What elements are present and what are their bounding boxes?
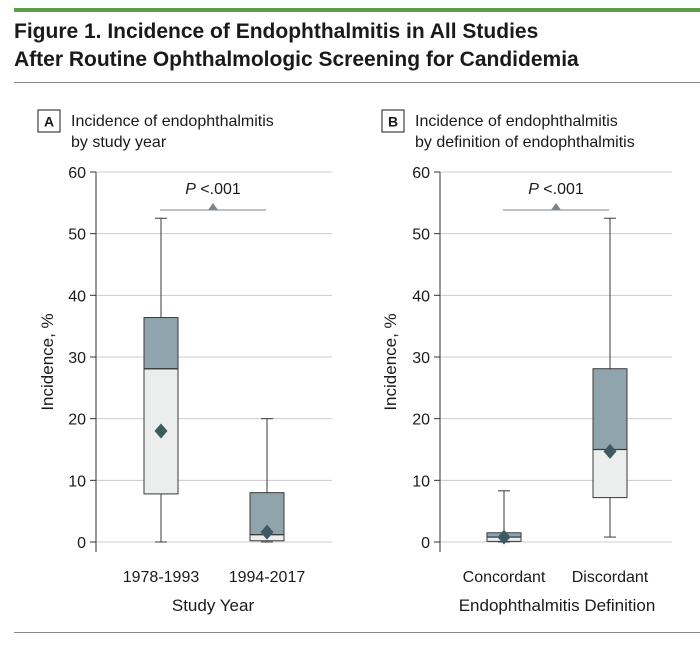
y-tick-label: 0 [421, 535, 430, 552]
panel-b: B Incidence of endophthalmitis by definiti… [381, 109, 672, 615]
p-value-symbol: P [528, 181, 539, 198]
y-tick-label: 20 [412, 412, 430, 429]
y-tick-label: 30 [412, 350, 430, 367]
p-value-arrow-icon [551, 203, 561, 210]
x-tick-label: Discordant [572, 569, 649, 586]
x-tick-label: Concordant [463, 569, 546, 586]
y-axis-label: Incidence, % [381, 313, 400, 410]
y-tick-label: 30 [68, 350, 86, 367]
mean-marker-diamond [603, 443, 617, 459]
panel-letter-box [37, 109, 61, 133]
mean-marker-diamond [154, 423, 168, 439]
figure-top-accent-rule [14, 8, 700, 12]
p-value-text: <.001 [539, 181, 584, 198]
panel-letter: B [388, 114, 398, 130]
p-value-arrow-icon [208, 203, 218, 210]
panel-title-line-2: by definition of endophthalmitis [415, 134, 635, 151]
box-concordant: Concordant [463, 490, 546, 586]
y-tick-label: 10 [412, 473, 430, 490]
y-tick-label: 50 [412, 227, 430, 244]
x-tick-label: 1978-1993 [123, 569, 200, 586]
box-upper-quartile [143, 317, 179, 370]
y-tick-label: 10 [68, 473, 86, 490]
box-1978-1993: 1978-1993 [123, 217, 200, 586]
mean-marker-diamond [260, 524, 274, 540]
y-tick-label: 0 [77, 535, 86, 552]
box-discordant: Discordant [572, 217, 649, 586]
figure-bottom-rule [14, 632, 700, 633]
p-value-text: <.001 [196, 181, 241, 198]
y-tick-label: 60 [412, 165, 430, 182]
panel-a: A Incidence of endophthalmitis by study ye… [37, 109, 332, 615]
figure-title-line-2: After Routine Ophthalmologic Screening f… [14, 48, 579, 71]
p-value-label: P <.001 [528, 181, 584, 198]
x-axis-label: Endophthalmitis Definition [459, 596, 656, 615]
y-tick-label: 50 [68, 227, 86, 244]
x-axis-label: Study Year [172, 596, 255, 615]
y-axis-label: Incidence, % [38, 313, 57, 410]
p-value-symbol: P [185, 181, 196, 198]
p-value-label: P <.001 [185, 181, 241, 198]
panel-title-line-1: Incidence of endophthalmitis [415, 113, 618, 130]
panel-letter-box [381, 109, 405, 133]
y-tick-label: 20 [68, 412, 86, 429]
box-upper-quartile [592, 368, 628, 451]
figure-title-line-1: Figure 1. Incidence of Endophthalmitis i… [14, 20, 539, 43]
y-tick-label: 40 [68, 288, 86, 305]
panel-title-line-2: by study year [71, 134, 167, 151]
title-divider [14, 82, 700, 83]
box-1994-2017: 1994-2017 [229, 418, 306, 586]
y-tick-label: 60 [68, 165, 86, 182]
panel-title-line-1: Incidence of endophthalmitis [71, 113, 274, 130]
y-tick-label: 40 [412, 288, 430, 305]
figure-title: Figure 1. Incidence of Endophthalmitis i… [14, 18, 694, 74]
x-tick-label: 1994-2017 [229, 569, 306, 586]
mean-marker-diamond [497, 529, 511, 545]
panel-letter: A [44, 114, 54, 130]
